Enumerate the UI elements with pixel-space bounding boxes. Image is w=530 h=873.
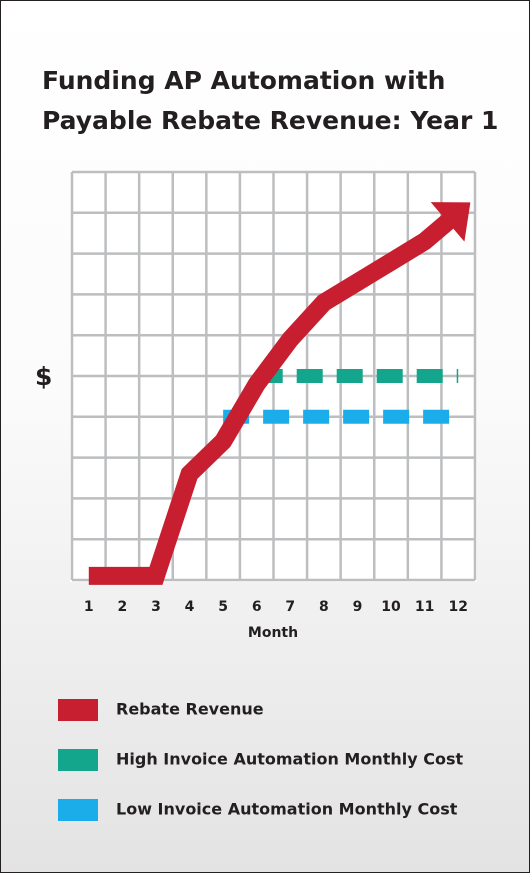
x-tick-label: 5 <box>218 599 228 615</box>
legend-swatch <box>58 749 98 771</box>
x-tick-label: 6 <box>252 599 262 615</box>
chart-title: Payable Rebate Revenue: Year 1 <box>42 106 498 135</box>
arrowhead <box>430 202 471 242</box>
x-tick-label: 2 <box>118 599 128 615</box>
x-tick-label: 7 <box>285 599 295 615</box>
legend-label: High Invoice Automation Monthly Cost <box>116 750 464 769</box>
x-tick-label: 3 <box>151 599 161 615</box>
x-tick-label: 4 <box>185 599 195 615</box>
legend-label: Low Invoice Automation Monthly Cost <box>116 800 458 819</box>
y-axis-label: $ <box>35 362 52 391</box>
legend-label: Rebate Revenue <box>116 700 264 719</box>
legend-swatch <box>58 699 98 721</box>
x-tick-label: 11 <box>415 599 434 615</box>
x-tick-label: 1 <box>84 599 94 615</box>
series-line <box>88 205 465 585</box>
x-axis-label: Month <box>248 625 298 641</box>
x-tick-label: 10 <box>381 599 401 615</box>
x-tick-label: 12 <box>448 599 467 615</box>
x-tick-label: 9 <box>353 599 363 615</box>
legend-swatch <box>58 799 98 821</box>
chart-title: Funding AP Automation with <box>42 66 445 95</box>
x-tick-label: 8 <box>319 599 329 615</box>
